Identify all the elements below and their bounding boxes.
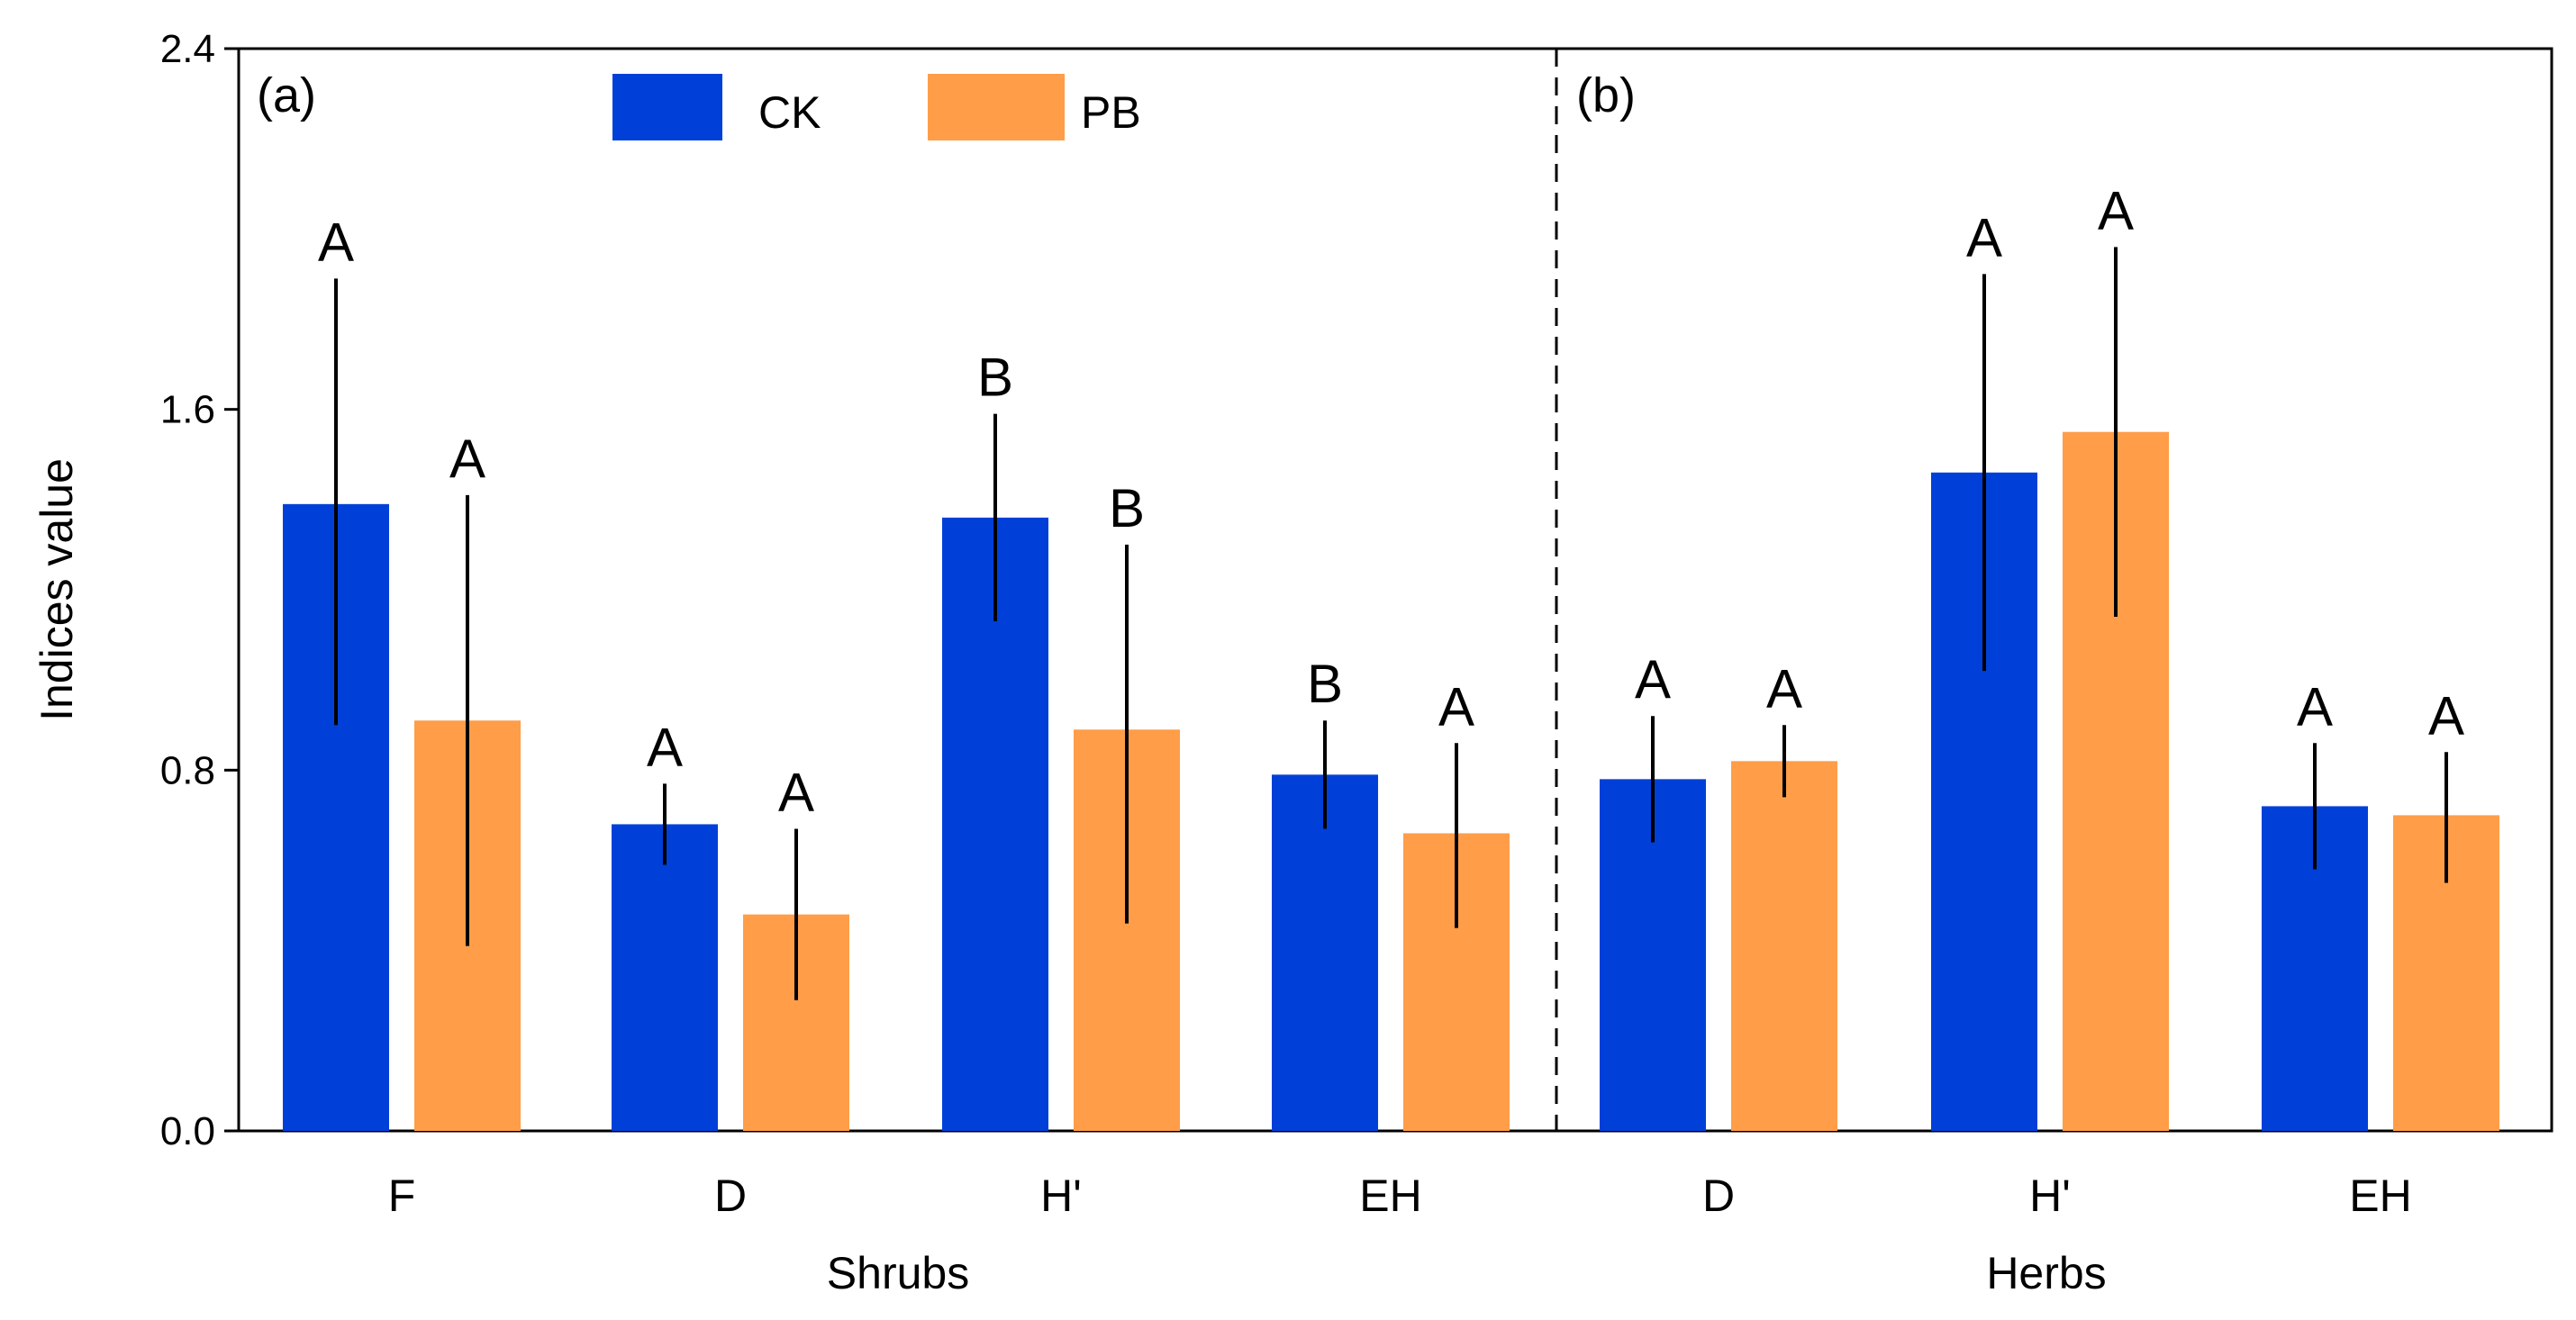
legend: CK PB [612, 74, 1141, 140]
significance-letter: B [1109, 478, 1145, 538]
category-label: F [388, 1171, 416, 1221]
y-axis-title: Indices value [32, 458, 82, 721]
significance-letter: A [1635, 649, 1671, 710]
y-tick-label: 0.8 [160, 748, 215, 792]
significance-letter: A [2098, 180, 2134, 240]
legend-swatch-pb [928, 74, 1065, 140]
significance-letter: A [1438, 676, 1474, 737]
y-tick-label: 1.6 [160, 388, 215, 432]
significance-letter: A [647, 717, 683, 777]
bars: A A A A B B B A A A A A A A [283, 180, 2499, 1131]
legend-label-pb: PB [1081, 87, 1141, 138]
significance-letter: A [2428, 685, 2464, 746]
bar-pb [1731, 761, 1837, 1131]
panel-label-b: (b) [1576, 68, 1636, 122]
legend-label-ck: CK [758, 87, 821, 138]
significance-letter: A [1966, 207, 2002, 267]
significance-letter: B [1307, 654, 1343, 714]
category-label: D [714, 1171, 747, 1221]
y-tick-label: 2.4 [160, 27, 215, 71]
y-axis: 0.0 0.8 1.6 2.4 [160, 27, 239, 1153]
bar-ck [1272, 774, 1378, 1131]
significance-letter: A [778, 762, 814, 822]
category-label: EH [1359, 1171, 1421, 1221]
category-label: D [1702, 1171, 1735, 1221]
category-label: EH [2349, 1171, 2411, 1221]
panel-label-a: (a) [257, 68, 316, 122]
plot-frame [237, 47, 2553, 1133]
category-labels: F D H' EH D H' EH [388, 1171, 2412, 1221]
bar-ck [612, 824, 718, 1131]
category-label: H' [1040, 1171, 1082, 1221]
x-axis-title-shrubs: Shrubs [827, 1248, 969, 1298]
significance-letter: B [977, 348, 1013, 408]
significance-letter: A [2297, 676, 2333, 737]
significance-letter: A [318, 212, 354, 272]
category-label: H' [2029, 1171, 2071, 1221]
x-axis-title-herbs: Herbs [1986, 1248, 2106, 1298]
significance-letter: A [1766, 658, 1802, 719]
legend-swatch-ck [612, 74, 722, 140]
significance-letter: A [449, 429, 485, 489]
y-tick-label: 0.0 [160, 1109, 215, 1153]
